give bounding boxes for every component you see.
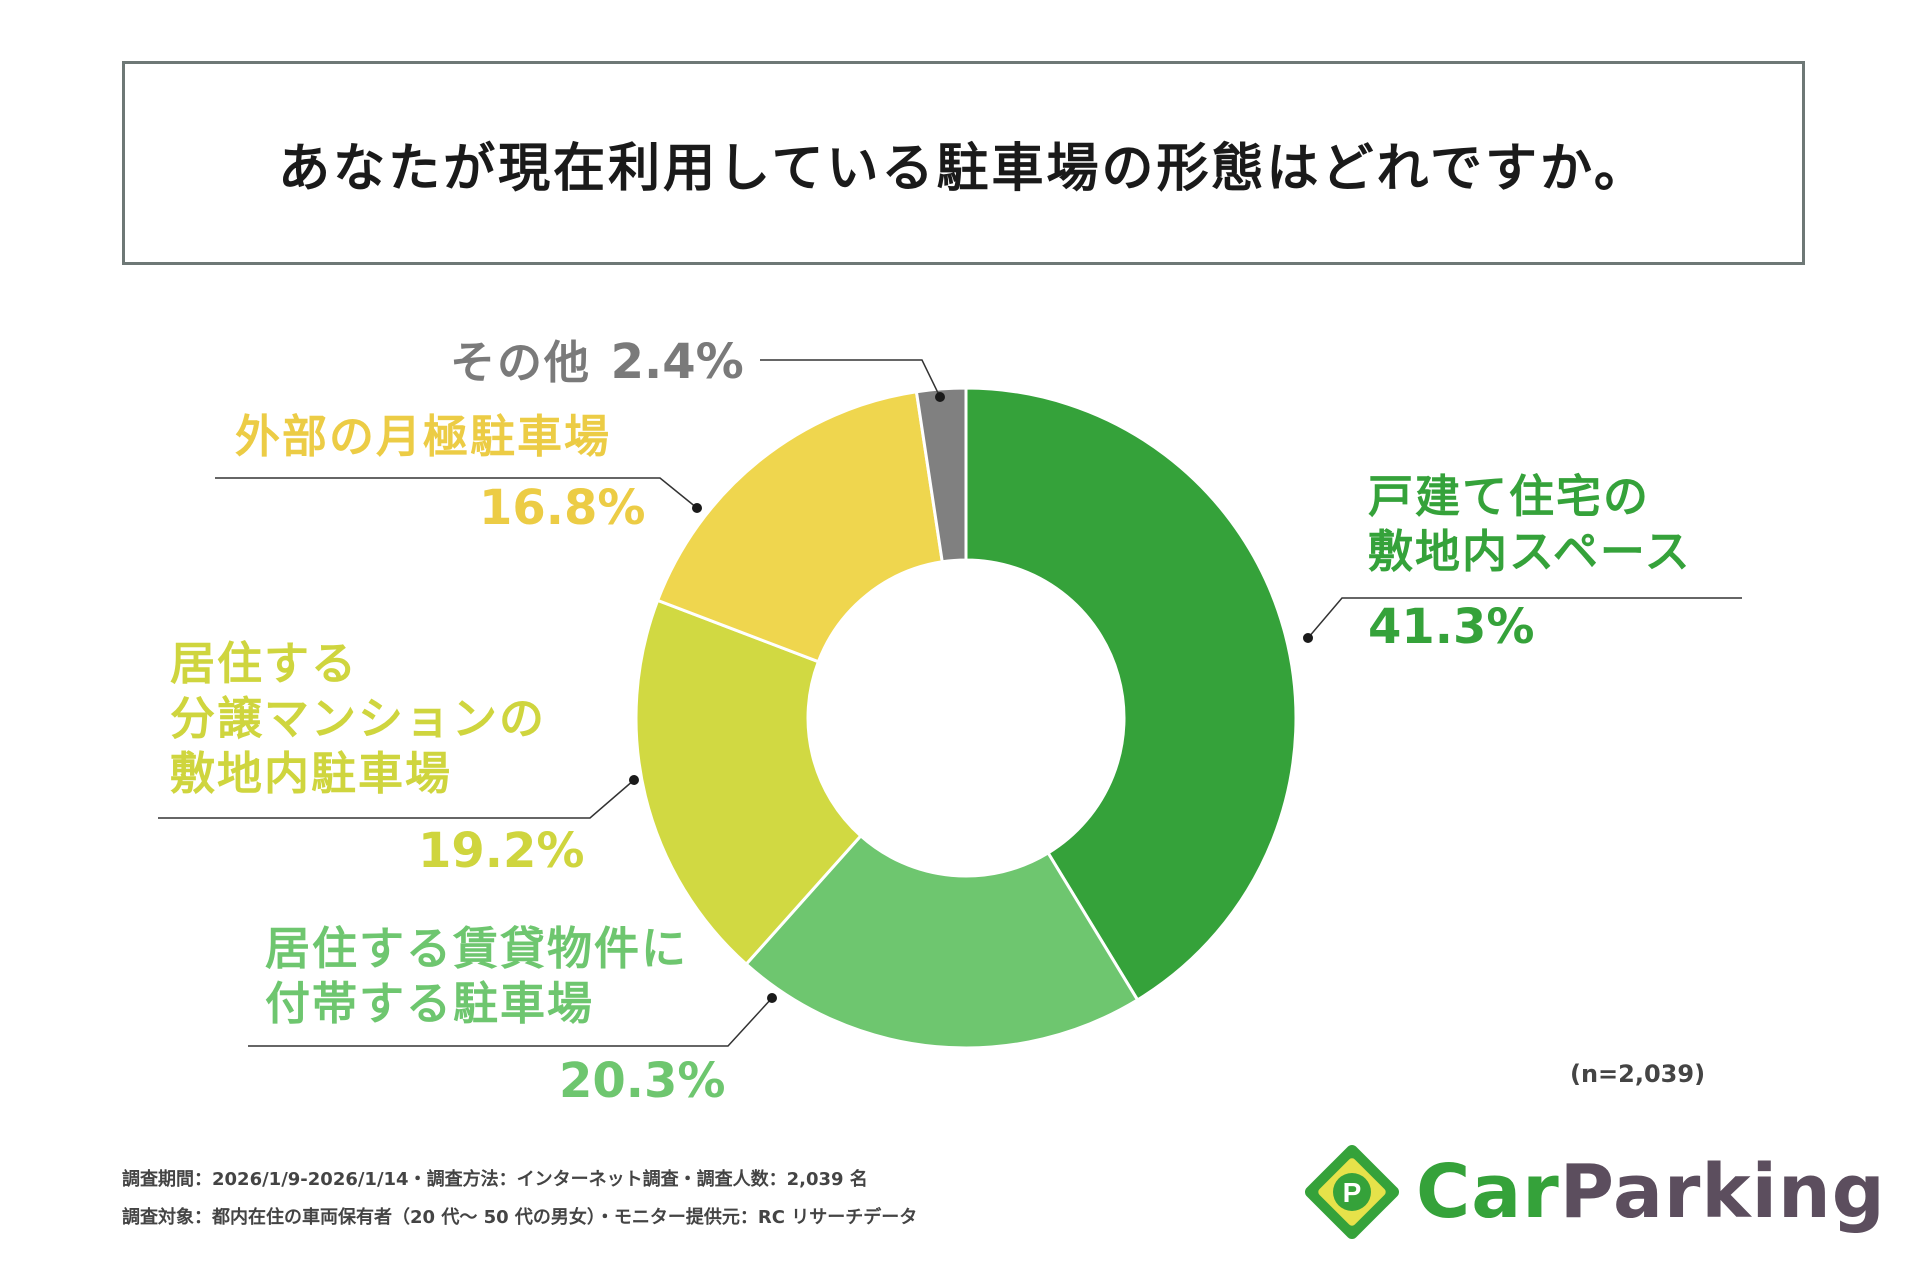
slice-condo: [634, 598, 863, 967]
label-rental-line2: 付帯する駐車場: [265, 976, 595, 1030]
slice-monthly: [655, 390, 944, 664]
label-monthly-line1: 外部の月極駐車場: [235, 410, 612, 463]
leader-condo-dot: [629, 775, 639, 785]
label-monthly-value: 16.8%: [479, 479, 646, 536]
sample-size: (n=2,039): [1570, 1060, 1706, 1088]
leader-condo: [158, 779, 635, 819]
label-other-value: 2.4%: [610, 334, 744, 390]
label-house-value: 41.3%: [1368, 598, 1535, 655]
p-parking-diamond-icon: P: [1304, 1144, 1400, 1240]
label-condo-line2: 分譲マンションの: [170, 691, 547, 745]
leader-house: [1307, 597, 1742, 639]
label-other-name: その他: [450, 336, 592, 389]
slice-house: [964, 386, 1298, 1002]
logo-wordmark: CarParking: [1416, 1149, 1886, 1235]
label-house: 戸建て住宅の 敷地内スペース 41.3%: [1368, 470, 1692, 656]
carparking-logo: P CarParking: [1300, 1140, 1886, 1244]
leader-other: [760, 359, 941, 398]
slice-rental: [744, 833, 1140, 1050]
slice-other: [914, 386, 968, 564]
leader-monthly: [215, 477, 698, 509]
label-condo-value: 19.2%: [418, 822, 585, 879]
label-monthly: 外部の月極駐車場 16.8%: [235, 410, 646, 537]
label-rental: 居住する賃貸物件に 付帯する駐車場 20.3%: [265, 922, 726, 1110]
label-house-line2: 敷地内スペース: [1368, 524, 1692, 578]
leader-other-dot: [935, 392, 945, 402]
label-condo-line3: 敷地内駐車場: [170, 746, 453, 800]
label-condo: 居住する 分譲マンションの 敷地内駐車場 19.2%: [170, 637, 585, 880]
leader-monthly-dot: [692, 503, 702, 513]
leader-house-dot: [1303, 633, 1313, 643]
label-rental-value: 20.3%: [559, 1052, 726, 1109]
logo-text-car: Car: [1416, 1149, 1560, 1235]
label-other: その他 2.4%: [450, 333, 744, 392]
logo-text-parking: Parking: [1559, 1149, 1886, 1235]
label-condo-line1: 居住する: [170, 637, 359, 690]
chart-title: あなたが現在利用している駐車場の形態はどれですか。: [278, 138, 1649, 199]
footnote-period: 調査期間：2026/1/9-2026/1/14・調査方法：インターネット調査・調…: [122, 1169, 868, 1190]
title-box: あなたが現在利用している駐車場の形態はどれですか。: [122, 61, 1805, 265]
label-house-line1: 戸建て住宅の: [1368, 470, 1651, 523]
svg-text:P: P: [1343, 1177, 1362, 1208]
leader-rental: [248, 997, 773, 1047]
footnote-target: 調査対象：都内在住の車両保有者（20 代～ 50 代の男女）・モニター提供元：R…: [122, 1207, 918, 1228]
leader-rental-dot: [767, 993, 777, 1003]
label-rental-line1: 居住する賃貸物件に: [265, 922, 689, 975]
